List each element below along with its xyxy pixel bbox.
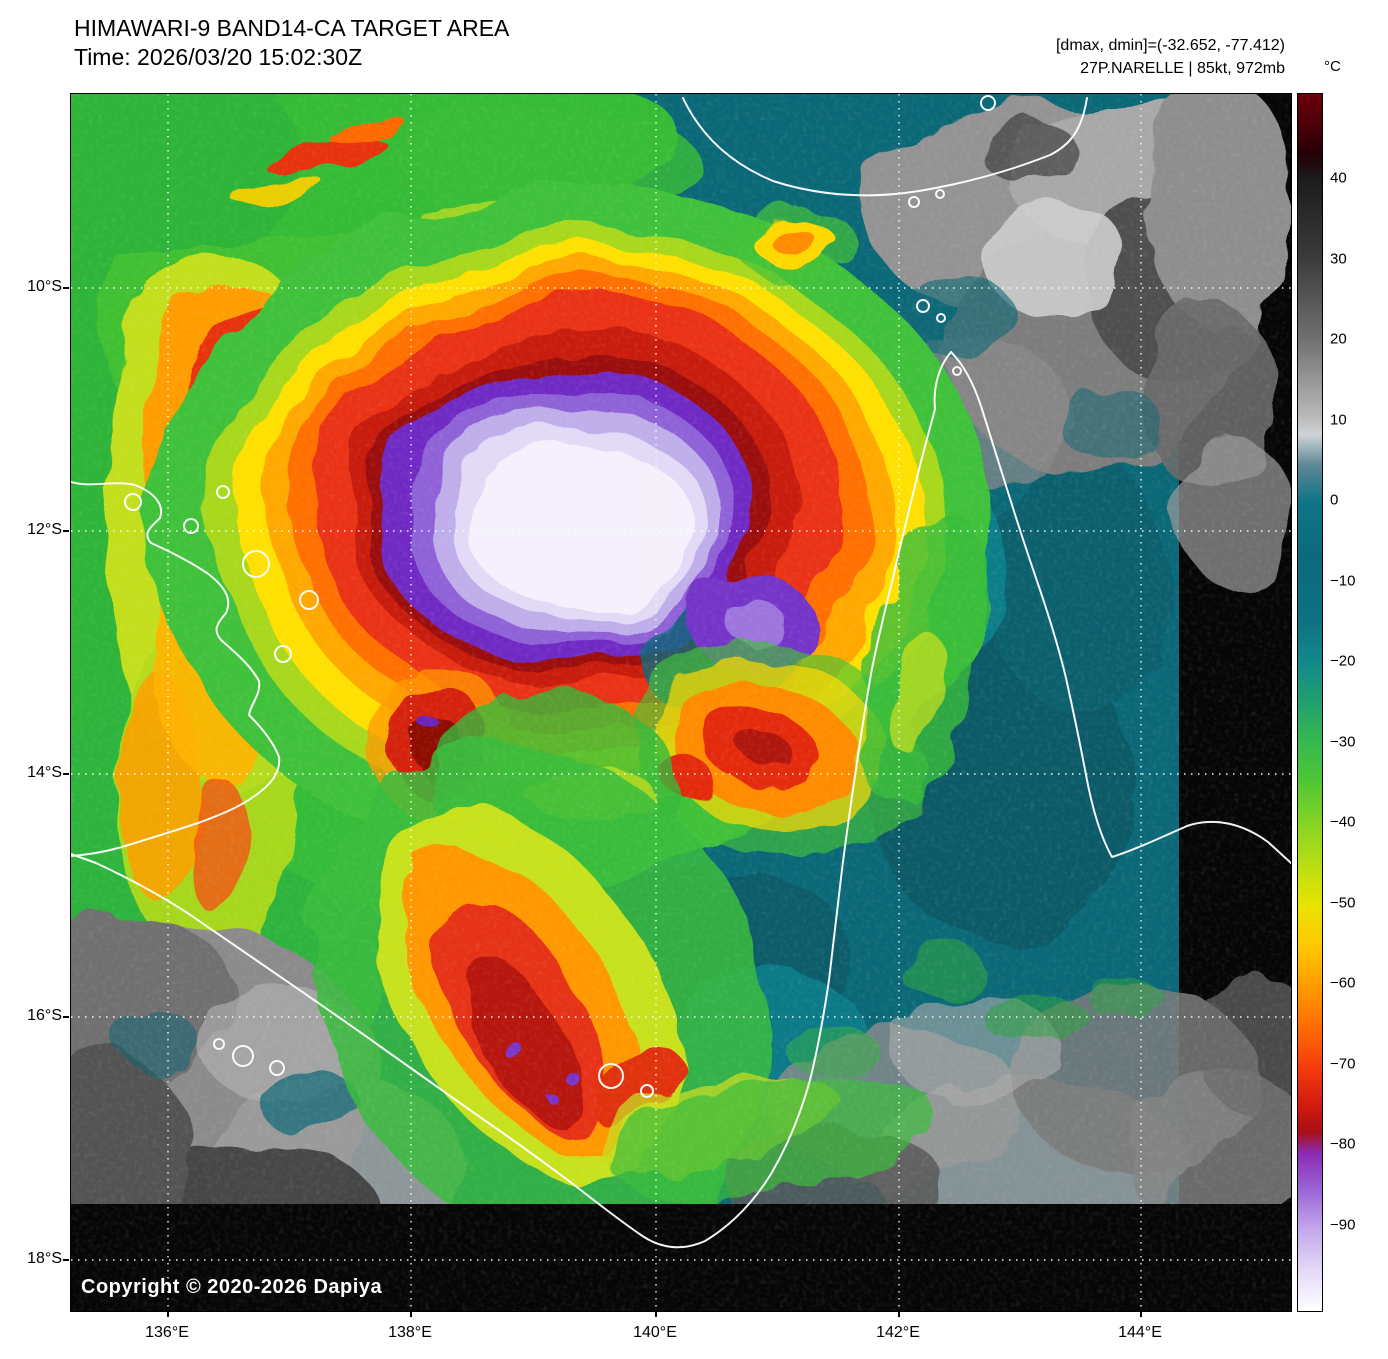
colorbar-tick: 0: [1330, 491, 1339, 509]
colorbar-unit-label: °C: [1324, 58, 1341, 75]
lat-label: 18°S: [27, 1250, 62, 1267]
axis-tick: [1140, 1311, 1142, 1317]
axis-tick: [63, 530, 69, 532]
colorbar-tick: −80: [1330, 1135, 1356, 1153]
colorbar-tick: 10: [1330, 411, 1347, 429]
satellite-image: [71, 94, 1291, 1311]
colorbar-tick: 20: [1330, 330, 1347, 348]
axis-tick: [167, 1311, 169, 1317]
axis-tick: [63, 287, 69, 289]
colorbar-tick: −40: [1330, 813, 1356, 831]
lon-label: 140°E: [633, 1324, 677, 1341]
axis-tick: [898, 1311, 900, 1317]
colorbar-tick: −70: [1330, 1055, 1356, 1073]
lon-label: 142°E: [876, 1324, 920, 1341]
colorbar-tick: −90: [1330, 1216, 1356, 1234]
dmax-dmin-readout: [dmax, dmin]=(-32.652, -77.412): [1055, 37, 1285, 54]
lon-label: 144°E: [1118, 1324, 1162, 1341]
colorbar-tick: 30: [1330, 250, 1347, 268]
timestamp-label: Time: 2026/03/20 15:02:30Z: [74, 44, 363, 71]
grain-texture: [71, 94, 1291, 1311]
readout-header: [dmax, dmin]=(-32.652, -77.412) 27P.NARE…: [1056, 34, 1285, 80]
figure-header: HIMAWARI-9 BAND14-CA TARGET AREA Time: 2…: [74, 14, 509, 73]
satellite-map-panel: Copyright © 2020-2026 Dapiya: [70, 93, 1292, 1312]
colorbar-tick: −10: [1330, 572, 1356, 590]
page-title: HIMAWARI-9 BAND14-CA TARGET AREA: [74, 15, 510, 41]
axis-tick: [63, 773, 69, 775]
axis-tick: [655, 1311, 657, 1317]
axis-tick: [410, 1311, 412, 1317]
lat-label: 16°S: [27, 1007, 62, 1024]
copyright-text: Copyright © 2020-2026 Dapiya: [81, 1276, 383, 1298]
colorbar-tick: 40: [1330, 169, 1347, 187]
lon-label: 138°E: [388, 1324, 432, 1341]
lon-label: 136°E: [145, 1324, 189, 1341]
lat-label: 12°S: [27, 521, 62, 538]
axis-tick: [63, 1259, 69, 1261]
colorbar-tick: −50: [1330, 894, 1356, 912]
colorbar: [1297, 93, 1323, 1312]
axis-tick: [63, 1016, 69, 1018]
colorbar-tick: −60: [1330, 974, 1356, 992]
storm-info-readout: 27P.NARELLE | 85kt, 972mb: [1080, 60, 1285, 78]
lat-label: 14°S: [27, 764, 62, 781]
colorbar-tick: −30: [1330, 733, 1356, 751]
colorbar-tick: −20: [1330, 652, 1356, 670]
lat-label: 10°S: [27, 278, 62, 295]
